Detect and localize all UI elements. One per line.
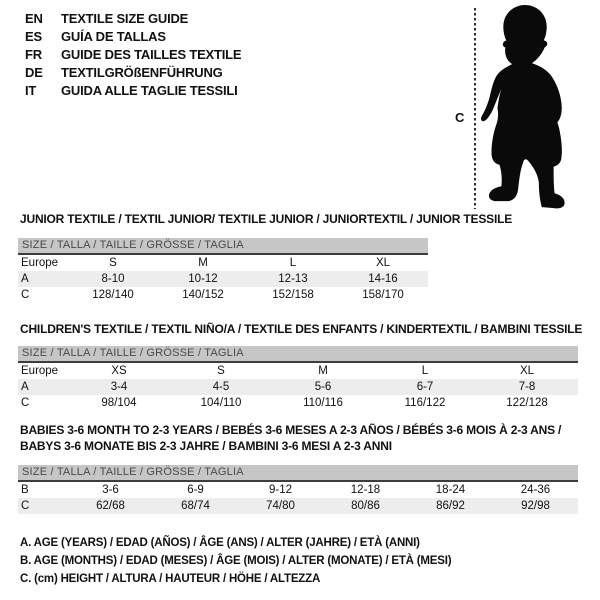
value-cell: 74/80 — [238, 498, 323, 514]
babies-size-table: SIZE / TALLA / TAILLE / GRÖSSE / TAGLIA B… — [18, 465, 578, 514]
language-label: TEXTILE SIZE GUIDE — [61, 11, 189, 26]
section-title-babies-line2: BABYS 3-6 MONATE BIS 2-3 JAHRE / BAMBINI… — [20, 439, 392, 453]
value-cell: M — [318, 365, 328, 377]
language-label: TEXTILGRÖßENFÜHRUNG — [61, 65, 223, 80]
table-header-row: SIZE / TALLA / TAILLE / GRÖSSE / TAGLIA — [18, 238, 428, 255]
table-row: Europe S M L XL — [18, 254, 428, 271]
row-label-cell: C — [21, 397, 30, 409]
height-measure-dotted-line — [474, 8, 476, 209]
language-list: EN TEXTILE SIZE GUIDE ES GUÍA DE TALLAS FR GU… — [25, 12, 242, 102]
value-cell: 24-36 — [520, 484, 551, 496]
section-title-babies: BABIES 3-6 MONTH TO 2-3 YEARS / BEBÉS 3-… — [20, 422, 580, 454]
table-row: B 3-6 6-9 9-12 12-18 18-24 24-36 — [18, 481, 578, 498]
row-label-cell: B — [21, 484, 29, 496]
value-cell: 18-24 — [435, 484, 466, 496]
value-cell: S — [109, 257, 117, 269]
value-cell: 12-18 — [350, 484, 381, 496]
language-code: IT — [25, 83, 37, 98]
value-cell: S — [217, 365, 225, 377]
value-cell: 12-13 — [248, 271, 338, 287]
value-cell: L — [289, 257, 297, 269]
value-cell: 3-6 — [102, 484, 119, 496]
value-cell: 110/116 — [303, 397, 343, 409]
language-row: ES GUÍA DE TALLAS — [25, 30, 241, 43]
value-cell: M — [198, 257, 208, 269]
table-row: C 128/140 140/152 152/158 158/170 — [18, 287, 428, 303]
section-title-junior: JUNIOR TEXTILE / TEXTIL JUNIOR/ TEXTILE … — [20, 212, 513, 226]
row-label-cell: Europe — [21, 257, 59, 269]
language-row: IT GUIDA ALLE TAGLIE TESSILI — [25, 84, 241, 97]
table-row: A 8-10 10-12 12-13 14-16 — [18, 271, 428, 287]
value-cell: 92/98 — [493, 498, 578, 514]
language-row: EN TEXTILE SIZE GUIDE — [25, 12, 241, 25]
value-cell: 6-9 — [187, 484, 204, 496]
footnote-line: C. (cm) HEIGHT / ALTURA / HAUTEUR / HÖHE… — [20, 573, 321, 585]
value-cell: 80/86 — [323, 498, 408, 514]
value-cell: 98/104 — [101, 397, 137, 409]
value-cell: 140/152 — [182, 289, 224, 301]
table-header-cell: SIZE / TALLA / TAILLE / GRÖSSE / TAGLIA — [18, 346, 578, 363]
footnote-line: A. AGE (YEARS) / EDAD (AÑOS) / ÂGE (ANS)… — [20, 537, 420, 549]
value-cell: 3-4 — [68, 379, 170, 395]
row-label-cell: A — [18, 379, 68, 395]
value-cell: 122/128 — [506, 397, 548, 409]
value-cell: 10-12 — [158, 271, 248, 287]
value-cell: 158/170 — [362, 289, 404, 301]
language-row: FR GUIDE DES TAILLES TEXTILE — [25, 47, 242, 62]
junior-size-table: SIZE / TALLA / TAILLE / GRÖSSE / TAGLIA E… — [18, 238, 428, 303]
height-measure-label: C — [455, 110, 465, 125]
table-header-row: SIZE / TALLA / TAILLE / GRÖSSE / TAGLIA — [18, 346, 578, 363]
value-cell: 6-7 — [374, 379, 476, 395]
value-cell: XS — [111, 365, 127, 377]
language-code: DE — [25, 65, 43, 80]
section-title-babies-line1: BABIES 3-6 MONTH TO 2-3 YEARS / BEBÉS 3-… — [20, 423, 562, 437]
table-header-cell: SIZE / TALLA / TAILLE / GRÖSSE / TAGLIA — [18, 465, 578, 482]
footnote-line: B. AGE (MONTHS) / EDAD (MESES) / ÂGE (MO… — [20, 555, 452, 567]
value-cell: 128/140 — [92, 289, 134, 301]
row-label-cell: A — [18, 271, 68, 287]
value-cell: 152/158 — [272, 289, 314, 301]
table-header-cell: SIZE / TALLA / TAILLE / GRÖSSE / TAGLIA — [18, 238, 428, 255]
language-code: ES — [25, 29, 42, 44]
section-title-children: CHILDREN'S TEXTILE / TEXTIL NIÑO/A / TEX… — [20, 322, 583, 336]
value-cell: 7-8 — [476, 379, 578, 395]
value-cell: L — [421, 365, 429, 377]
table-row: A 3-4 4-5 5-6 6-7 7-8 — [18, 379, 578, 395]
value-cell: XL — [519, 365, 535, 377]
value-cell: XL — [375, 257, 391, 269]
language-row: DE TEXTILGRÖßENFÜHRUNG — [25, 66, 241, 79]
language-code: FR — [25, 47, 42, 62]
value-cell: 14-16 — [338, 271, 428, 287]
value-cell: 4-5 — [170, 379, 272, 395]
footnotes: A. AGE (YEARS) / EDAD (AÑOS) / ÂGE (ANS)… — [20, 534, 452, 588]
table-header-row: SIZE / TALLA / TAILLE / GRÖSSE / TAGLIA — [18, 465, 578, 482]
children-size-table: SIZE / TALLA / TAILLE / GRÖSSE / TAGLIA E… — [18, 346, 578, 411]
row-label-cell: C — [18, 498, 68, 514]
table-row: C 98/104 104/110 110/116 116/122 122/128 — [18, 395, 578, 411]
value-cell: 86/92 — [408, 498, 493, 514]
row-label-cell: C — [21, 289, 30, 301]
value-cell: 68/74 — [153, 498, 238, 514]
value-cell: 8-10 — [68, 271, 158, 287]
language-label: GUÍA DE TALLAS — [61, 29, 166, 44]
table-row: Europe XS S M L XL — [18, 362, 578, 379]
value-cell: 104/110 — [200, 397, 242, 409]
row-label-cell: Europe — [21, 365, 59, 377]
language-label: GUIDE DES TAILLES TEXTILE — [61, 47, 242, 62]
value-cell: 9-12 — [268, 484, 293, 496]
value-cell: 5-6 — [272, 379, 374, 395]
language-label: GUIDA ALLE TAGLIE TESSILI — [61, 83, 238, 98]
table-row: C 62/68 68/74 74/80 80/86 86/92 92/98 — [18, 498, 578, 514]
language-code: EN — [25, 11, 43, 26]
value-cell: 62/68 — [68, 498, 153, 514]
value-cell: 116/122 — [404, 397, 446, 409]
toddler-silhouette-icon — [481, 4, 565, 209]
